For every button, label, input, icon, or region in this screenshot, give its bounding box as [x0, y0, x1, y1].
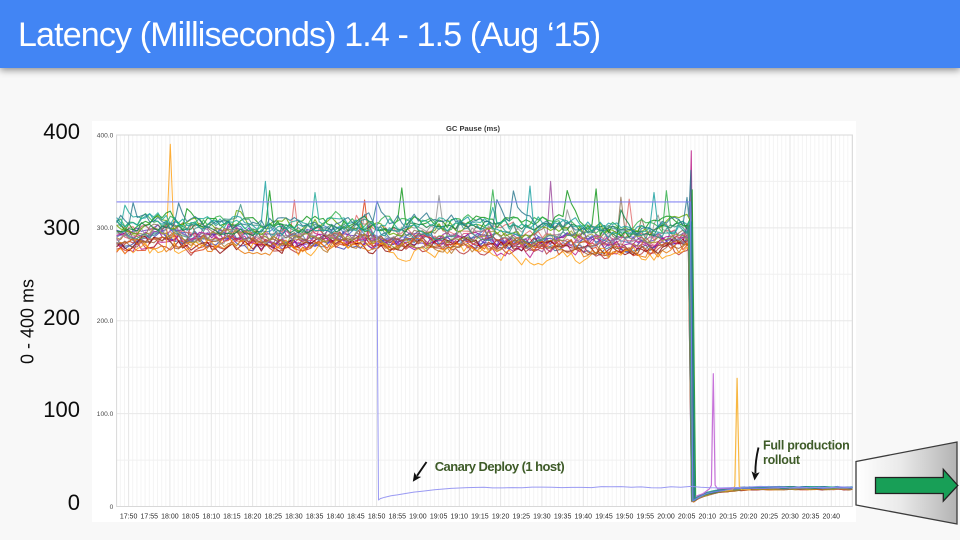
svg-text:18:30: 18:30	[285, 514, 303, 521]
svg-text:18:25: 18:25	[265, 514, 283, 521]
svg-text:20:00: 20:00	[657, 514, 675, 521]
svg-text:18:40: 18:40	[327, 514, 345, 521]
svg-text:19:15: 19:15	[471, 514, 489, 521]
svg-text:18:05: 18:05	[182, 514, 200, 521]
svg-text:18:35: 18:35	[306, 514, 324, 521]
svg-text:400.0: 400.0	[97, 132, 114, 139]
svg-text:20:35: 20:35	[802, 514, 820, 521]
svg-text:17:55: 17:55	[141, 514, 159, 521]
svg-text:18:45: 18:45	[347, 514, 365, 521]
svg-text:18:10: 18:10	[203, 514, 221, 521]
svg-text:Full production: Full production	[763, 439, 849, 453]
svg-text:19:35: 19:35	[554, 514, 572, 521]
svg-text:19:30: 19:30	[533, 514, 551, 521]
svg-text:17:50: 17:50	[120, 514, 138, 521]
svg-text:20:40: 20:40	[823, 514, 841, 521]
svg-text:20:30: 20:30	[781, 514, 799, 521]
svg-text:18:20: 18:20	[244, 514, 262, 521]
svg-text:0: 0	[110, 504, 114, 511]
svg-text:19:20: 19:20	[492, 514, 510, 521]
svg-text:20:15: 20:15	[719, 514, 737, 521]
svg-text:18:00: 18:00	[161, 514, 179, 521]
svg-text:Canary Deploy (1 host): Canary Deploy (1 host)	[435, 459, 565, 474]
svg-text:19:45: 19:45	[595, 514, 613, 521]
svg-text:18:50: 18:50	[368, 514, 386, 521]
svg-text:20:05: 20:05	[678, 514, 696, 521]
svg-text:300.0: 300.0	[97, 225, 114, 232]
svg-text:18:55: 18:55	[389, 514, 407, 521]
svg-text:200.0: 200.0	[97, 318, 114, 325]
svg-text:GC Pause (ms): GC Pause (ms)	[446, 124, 500, 133]
svg-text:100.0: 100.0	[97, 411, 114, 418]
svg-text:19:55: 19:55	[637, 514, 655, 521]
svg-text:rollout: rollout	[763, 453, 801, 467]
svg-text:19:10: 19:10	[451, 514, 469, 521]
svg-text:19:05: 19:05	[430, 514, 448, 521]
svg-text:19:50: 19:50	[616, 514, 634, 521]
svg-text:19:40: 19:40	[575, 514, 593, 521]
svg-text:18:15: 18:15	[223, 514, 241, 521]
svg-text:19:00: 19:00	[409, 514, 427, 521]
svg-text:19:25: 19:25	[513, 514, 531, 521]
svg-text:20:20: 20:20	[740, 514, 758, 521]
svg-text:20:10: 20:10	[699, 514, 717, 521]
svg-text:20:25: 20:25	[761, 514, 779, 521]
